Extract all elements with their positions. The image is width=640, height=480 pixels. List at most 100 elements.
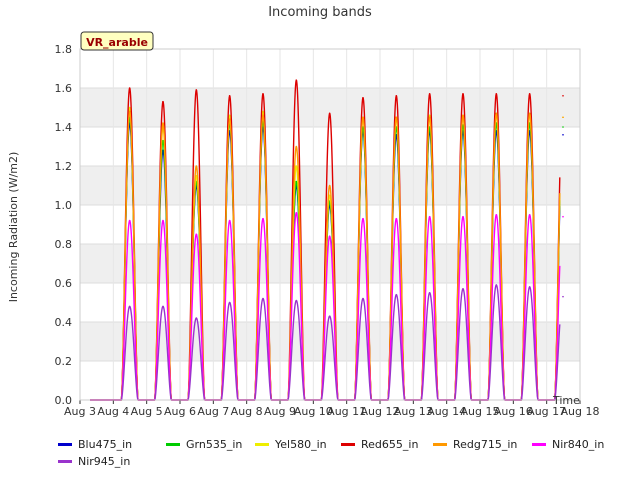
x-tick-label: Aug 10 [294,405,333,418]
series-point [428,215,431,218]
y-axis-label: Incoming Radiation (W/m2) [7,152,20,303]
legend-item: Nir840_in [532,436,604,452]
legend-swatch [433,442,447,446]
series-point [195,233,198,236]
legend-item: Yel580_in [255,436,327,452]
series-point [362,116,364,119]
series-point [128,106,131,109]
series-point [462,114,464,117]
legend-swatch [58,459,72,463]
series-point [328,235,331,237]
x-axis-label: Time [552,394,580,407]
series-point [462,93,464,95]
series-point [262,110,264,113]
series-point [228,118,231,120]
annotation-box: VR_arable [80,31,154,51]
x-tick-label: Aug 12 [361,405,400,418]
series-point [495,213,498,216]
series-point [195,317,198,319]
series-point [362,297,364,300]
series-point [562,295,564,298]
series-point [295,299,298,302]
legend-label: Blu475_in [78,437,133,451]
plot-frame [79,48,581,401]
y-tick-label: 0.8 [55,238,73,251]
legend-item: Nir945_in [58,453,130,469]
series-point [128,87,131,89]
x-tick-label: Aug 7 [197,405,229,418]
x-tick-label: Aug 5 [131,405,163,418]
legend-label: Redg715_in [453,437,518,451]
chart-title: Incoming bands [268,5,372,20]
series-point [562,134,564,136]
legend-label: Nir840_in [552,437,605,451]
series-point [362,96,364,99]
series-point [228,114,231,117]
x-tick-label: Aug 6 [164,405,196,418]
series-point [362,217,364,220]
series-point [328,194,331,197]
x-tick-label: Aug 9 [264,405,296,418]
grid-band [80,322,580,361]
series-point [162,100,164,103]
series-point [128,305,131,308]
x-tick-label: Aug 14 [427,405,466,418]
series-point [462,215,464,218]
x-tick-label: Aug 3 [64,405,96,418]
x-tick-label: Aug 15 [461,405,500,418]
series-point [262,217,264,220]
legend-swatch [255,442,269,446]
legend-label: Yel580_in [275,437,327,451]
grid-band [80,244,580,283]
x-tick-label: Aug 4 [97,405,129,418]
series-point [528,93,531,95]
x-tick-label: Aug 16 [494,405,533,418]
legend-item: Redg715_in [433,436,517,452]
chart-legend: Blu475_in Grn535_in Yel580_in Red655_in Redg… [58,436,638,476]
series-point [395,95,398,97]
legend-label: Red655_in [361,437,419,451]
series-point [528,112,531,115]
series-point [328,112,331,115]
series-point [495,284,498,286]
series-point [228,219,231,222]
series-point [562,116,564,119]
series-point [195,174,198,177]
series-point [128,219,131,222]
legend-item: Grn535_in [166,436,242,452]
y-tick-label: 0.0 [55,394,73,407]
y-tick-label: 1.6 [55,82,73,95]
x-tick-label: Aug 17 [527,405,566,418]
legend-swatch [166,442,180,446]
series-point [195,89,198,91]
legend-swatch [532,442,546,446]
x-tick-label: Aug 8 [231,405,263,418]
series-point [228,301,231,304]
series-point [428,116,431,119]
y-tick-label: 1.8 [55,43,73,56]
series-point [295,145,298,148]
series-point [195,165,198,167]
legend-swatch [341,442,355,446]
series-point [328,184,331,187]
series-point [262,93,264,95]
series-point [395,217,398,220]
x-tick-label: Aug 11 [327,405,366,418]
x-tick-label: Aug 13 [394,405,433,418]
legend-swatch [58,442,72,446]
annotation-label: VR_arable [86,36,148,49]
y-tick-label: 1.0 [55,199,73,212]
x-tick-label: Aug 18 [561,405,600,418]
series-point [562,126,564,128]
series-point [328,315,331,317]
axes: 0.0 0.2 0.4 0.6 0.8 1.0 1.2 1.4 1.6 1.8 Aug 3 Aug 4… [55,43,600,418]
legend-item: Blu475_in [58,436,132,452]
y-tick-label: 1.4 [55,121,73,134]
series-point [395,293,398,296]
series-point [562,95,564,97]
series-point [395,116,398,119]
series-point [295,180,298,183]
series-point [162,305,164,308]
series-point [428,114,431,117]
